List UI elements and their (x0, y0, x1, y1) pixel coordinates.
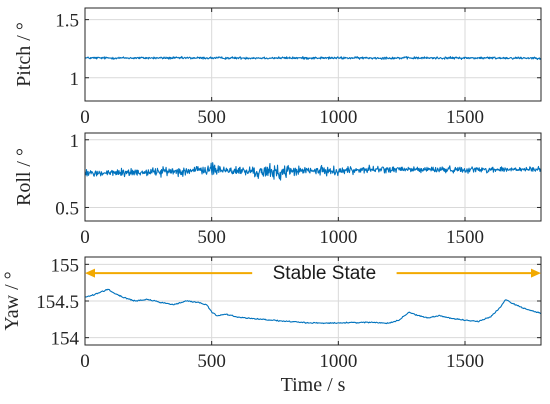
yaw-ticks: 0 500 1000 1500 154 154.5 155 (36, 255, 541, 372)
y-tick-label: 1.5 (55, 11, 79, 32)
pitch-grid (85, 8, 541, 101)
x-tick-label: 0 (80, 107, 90, 128)
x-tick-label: 1000 (319, 107, 357, 128)
yaw-ylabel: Yaw / ° (1, 271, 23, 330)
roll-ylabel: Roll / ° (13, 148, 35, 206)
stable-state-annotation: Stable State (85, 263, 541, 284)
y-tick-label: 155 (51, 255, 80, 276)
pitch-axes-frame (84, 7, 542, 102)
roll-ticks: 0 500 1000 1500 0.5 1 (55, 131, 541, 248)
x-tick-label: 1500 (446, 351, 484, 372)
y-tick-label: 0.5 (55, 198, 79, 219)
y-tick-label: 1 (70, 69, 80, 90)
x-tick-label: 0 (80, 351, 90, 372)
stable-state-label: Stable State (273, 263, 377, 284)
pitch-ylabel: Pitch / ° (13, 22, 35, 87)
x-tick-label: 1500 (446, 107, 484, 128)
roll-line (84, 162, 542, 181)
y-tick-label: 154 (51, 329, 80, 350)
panel-roll: 0 500 1000 1500 0.5 1 Roll / ° (13, 131, 542, 248)
time-xlabel: Time / s (281, 374, 346, 396)
left-arrowhead-icon (85, 268, 95, 278)
x-tick-label: 500 (197, 107, 226, 128)
x-tick-label: 1000 (319, 227, 357, 248)
yaw-grid (85, 257, 541, 345)
roll-axes-frame (84, 132, 542, 222)
x-tick-label: 0 (80, 227, 90, 248)
panel-pitch: 0 500 1000 1500 1 1.5 Pitch / ° (13, 7, 542, 128)
yaw-line (84, 288, 542, 325)
pitch-line (84, 55, 542, 61)
x-tick-label: 1000 (319, 351, 357, 372)
x-tick-label: 500 (197, 227, 226, 248)
panel-yaw: 0 500 1000 1500 154 154.5 155 Yaw / ° Stable S… (1, 255, 542, 396)
y-tick-label: 154.5 (36, 292, 79, 313)
roll-grid (85, 133, 541, 221)
x-tick-label: 1500 (446, 227, 484, 248)
right-arrowhead-icon (531, 268, 541, 278)
pitch-ticks: 0 500 1000 1500 1 1.5 (55, 8, 541, 128)
y-tick-label: 1 (70, 131, 80, 152)
x-tick-label: 500 (197, 351, 226, 372)
